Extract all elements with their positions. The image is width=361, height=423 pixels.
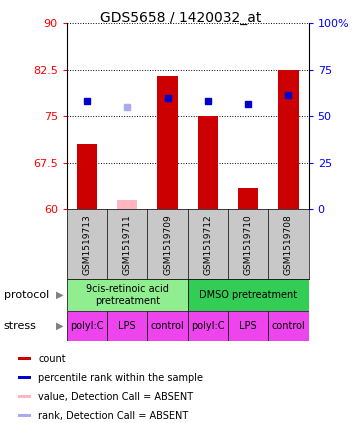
- Bar: [228, 311, 268, 341]
- Bar: [278, 70, 299, 209]
- Bar: [67, 311, 107, 341]
- Text: GSM1519711: GSM1519711: [123, 214, 132, 275]
- Bar: [67, 279, 188, 311]
- Bar: [188, 311, 228, 341]
- Text: GDS5658 / 1420032_at: GDS5658 / 1420032_at: [100, 11, 261, 25]
- Bar: [188, 279, 309, 311]
- Bar: [77, 144, 97, 209]
- Text: control: control: [271, 321, 305, 331]
- Text: GSM1519709: GSM1519709: [163, 214, 172, 275]
- Bar: [157, 76, 178, 209]
- Text: count: count: [38, 354, 66, 364]
- Text: DMSO pretreatment: DMSO pretreatment: [199, 290, 297, 300]
- Text: LPS: LPS: [239, 321, 257, 331]
- Text: GSM1519713: GSM1519713: [82, 214, 91, 275]
- Text: rank, Detection Call = ABSENT: rank, Detection Call = ABSENT: [38, 411, 188, 420]
- Bar: [18, 357, 31, 360]
- Text: stress: stress: [4, 321, 36, 331]
- Text: control: control: [151, 321, 184, 331]
- Bar: [18, 395, 31, 398]
- Bar: [147, 311, 188, 341]
- Text: polyI:C: polyI:C: [191, 321, 225, 331]
- Bar: [107, 311, 147, 341]
- Bar: [18, 376, 31, 379]
- Bar: [238, 188, 258, 209]
- Text: ▶: ▶: [56, 290, 64, 300]
- Text: polyI:C: polyI:C: [70, 321, 104, 331]
- Text: GSM1519708: GSM1519708: [284, 214, 293, 275]
- Text: ▶: ▶: [56, 321, 64, 331]
- Text: 9cis-retinoic acid
pretreatment: 9cis-retinoic acid pretreatment: [86, 284, 169, 306]
- Bar: [268, 311, 309, 341]
- Bar: [117, 200, 137, 209]
- Text: LPS: LPS: [118, 321, 136, 331]
- Text: GSM1519710: GSM1519710: [244, 214, 253, 275]
- Bar: [198, 116, 218, 209]
- Text: protocol: protocol: [4, 290, 49, 300]
- Text: value, Detection Call = ABSENT: value, Detection Call = ABSENT: [38, 392, 193, 401]
- Text: percentile rank within the sample: percentile rank within the sample: [38, 373, 203, 383]
- Bar: [18, 414, 31, 417]
- Text: GSM1519712: GSM1519712: [203, 214, 212, 275]
